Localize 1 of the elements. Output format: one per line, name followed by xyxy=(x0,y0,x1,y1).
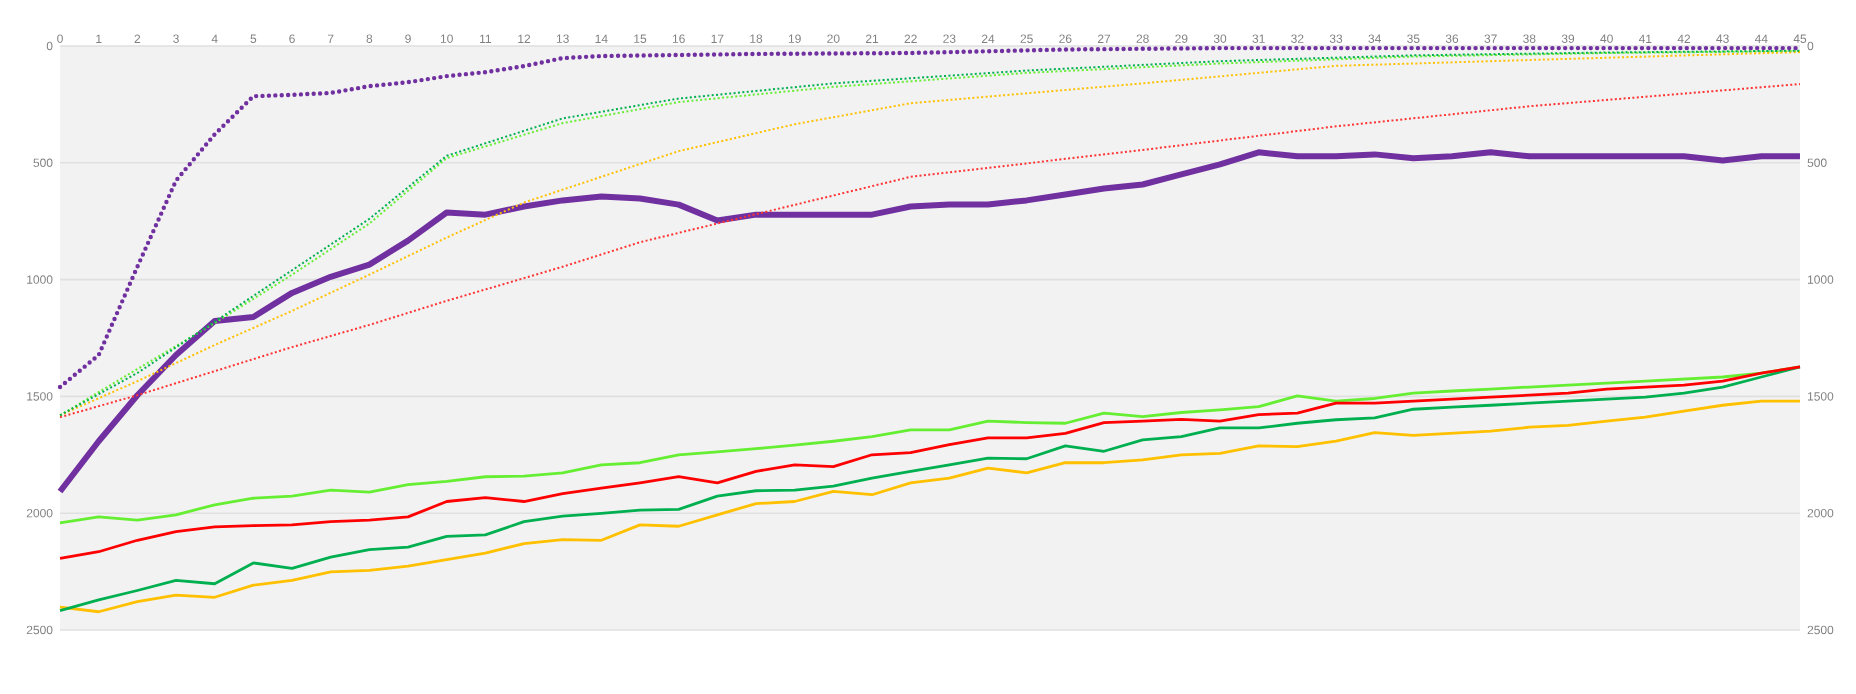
line-series xyxy=(58,365,1802,560)
